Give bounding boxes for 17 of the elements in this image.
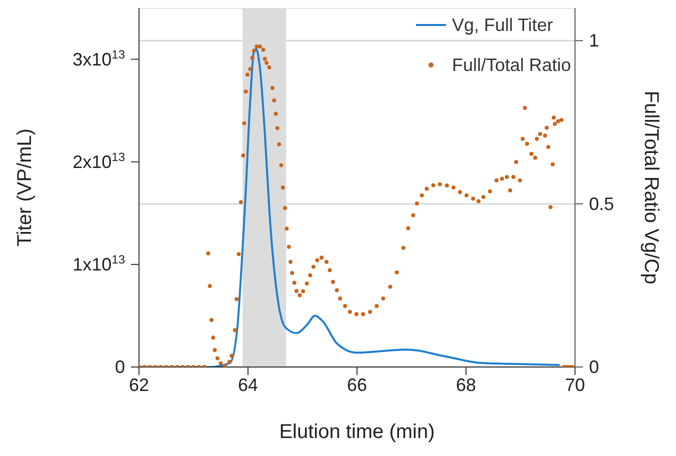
- y2-tick-label: 1: [589, 30, 600, 51]
- y-tick-label: 2x10$^{13}$: [72, 150, 126, 172]
- x-axis-title: Elution time (min): [279, 421, 435, 443]
- y-axis-title: Titer (VP/mL): [14, 128, 36, 247]
- y2-axis-title: Full/Total Ratio Vg/Cp: [640, 90, 662, 284]
- x-tick-label: 66: [346, 375, 368, 395]
- y-tick-label: 3x10$^{13}$: [72, 47, 126, 70]
- y2-tick-label: 0.5: [589, 194, 614, 214]
- x-tick-label: 70: [564, 375, 586, 395]
- y2-tick-label: 0: [589, 357, 600, 377]
- y-tick-label: 0: [114, 357, 125, 377]
- legend-label: Full/Total Ratio: [452, 54, 572, 77]
- x-tick-label: 64: [238, 375, 258, 395]
- y-tick-label: 1x10$^{13}$: [72, 252, 126, 274]
- legend-label: Vg, Full Titer: [452, 14, 554, 37]
- x-tick-label: 68: [456, 375, 476, 395]
- x-tick-label: 62: [128, 375, 150, 395]
